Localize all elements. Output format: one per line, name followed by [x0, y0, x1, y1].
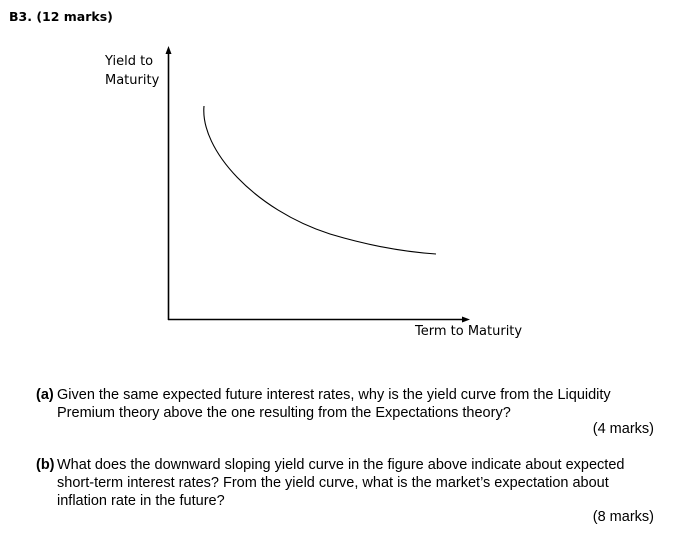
- y-axis-label-line2: Maturity: [105, 73, 160, 88]
- question-a-label: (a): [36, 387, 54, 403]
- y-axis-label: Yield to Maturity: [105, 52, 175, 90]
- question-b-text: What does the downward sloping yield cur…: [57, 457, 625, 509]
- question-b-label: (b): [36, 457, 55, 473]
- question-a-marks: (4 marks): [592, 421, 654, 437]
- y-axis-arrowhead: [165, 46, 172, 54]
- question-b-marks: (8 marks): [592, 509, 654, 525]
- question-a-text: Given the same expected future interest …: [57, 387, 611, 421]
- question-heading: B3. (12 marks): [9, 9, 113, 24]
- y-axis-label-line1: Yield to: [105, 54, 154, 69]
- x-axis-arrowhead: [462, 316, 470, 323]
- question-b: (b) What does the downward sloping yield…: [36, 456, 646, 510]
- yield-curve-line: [203, 105, 437, 255]
- x-axis-label: Term to Maturity: [415, 324, 523, 339]
- yield-curve-figure: [165, 46, 470, 323]
- question-a: (a) Given the same expected future inter…: [36, 386, 646, 422]
